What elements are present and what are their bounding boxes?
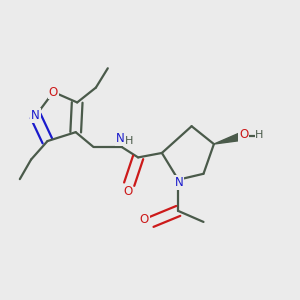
Text: N: N [175,176,184,189]
Text: O: O [123,185,132,198]
Text: O: O [140,213,149,226]
Text: H: H [255,130,263,140]
Text: N: N [116,132,125,145]
Text: H: H [125,136,134,146]
Polygon shape [214,133,242,144]
Text: O: O [49,85,58,98]
Text: N: N [31,109,40,122]
Text: O: O [239,128,248,141]
